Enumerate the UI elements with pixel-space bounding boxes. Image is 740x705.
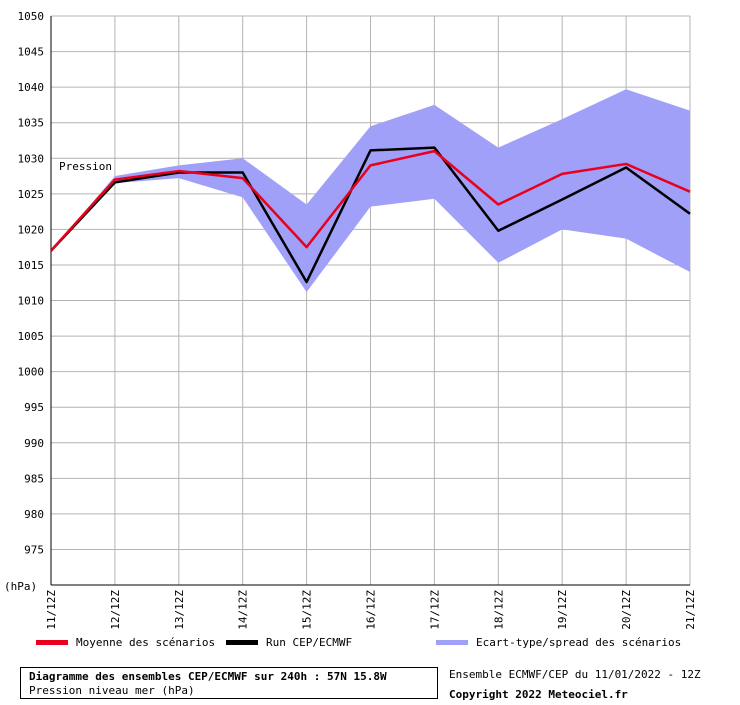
x-tick-label: 11/12Z bbox=[45, 590, 58, 630]
run-label: Ensemble ECMWF/CEP du 11/01/2022 - 12Z bbox=[449, 668, 701, 681]
y-axis-label: (hPa) bbox=[4, 580, 37, 593]
copyright: Copyright 2022 Meteociel.fr bbox=[449, 688, 628, 701]
legend-item-mean: Moyenne des scénarios bbox=[36, 636, 215, 649]
y-tick-label: 975 bbox=[24, 543, 44, 556]
y-tick-label: 1040 bbox=[18, 81, 45, 94]
x-tick-label: 14/12Z bbox=[237, 590, 250, 630]
info-box: Diagramme des ensembles CEP/ECMWF sur 24… bbox=[20, 667, 438, 699]
y-tick-labels: 975 980 985 990 995 1000 1005 1010 1015 1020 1025 1… bbox=[18, 10, 45, 556]
y-tick-label: 1045 bbox=[18, 46, 45, 59]
x-tick-label: 12/12Z bbox=[109, 590, 122, 630]
x-tick-label: 16/12Z bbox=[365, 590, 378, 630]
legend-item-spread: Ecart-type/spread des scénarios bbox=[436, 636, 681, 649]
legend-swatch-run bbox=[226, 640, 258, 645]
chart-title: Diagramme des ensembles CEP/ECMWF sur 24… bbox=[29, 670, 387, 683]
pressure-chart: 975 980 985 990 995 1000 1005 1010 1015 1020 1025 1… bbox=[4, 10, 697, 630]
y-tick-label: 1050 bbox=[18, 10, 45, 23]
y-tick-label: 1020 bbox=[18, 223, 45, 236]
pression-annotation: Pression bbox=[59, 160, 112, 173]
x-tick-labels: 11/12Z 12/12Z 13/12Z 14/12Z 15/12Z 16/12Z 17/1… bbox=[45, 590, 697, 630]
y-tick-label: 1000 bbox=[18, 366, 45, 379]
x-tick-label: 19/12Z bbox=[556, 590, 569, 630]
y-tick-label: 1010 bbox=[18, 295, 45, 308]
x-tick-label: 15/12Z bbox=[301, 590, 314, 630]
chart-lines bbox=[50, 146, 691, 284]
y-tick-label: 995 bbox=[24, 401, 44, 414]
legend-label-run: Run CEP/ECMWF bbox=[266, 636, 353, 649]
x-tick-label: 20/12Z bbox=[620, 590, 633, 630]
legend-swatch-spread bbox=[436, 640, 468, 645]
y-tick-label: 1030 bbox=[18, 152, 45, 165]
y-tick-label: 1035 bbox=[18, 117, 45, 130]
y-tick-label: 1015 bbox=[18, 259, 45, 272]
spread-band bbox=[51, 89, 690, 292]
y-tick-label: 980 bbox=[24, 508, 44, 521]
y-tick-label: 1005 bbox=[18, 330, 45, 343]
series-line-mean bbox=[50, 149, 691, 252]
x-tick-label: 21/12Z bbox=[684, 590, 697, 630]
legend-swatch-mean bbox=[36, 640, 68, 645]
y-tick-label: 1025 bbox=[18, 188, 45, 201]
y-tick-label: 985 bbox=[24, 472, 44, 485]
chart-subtitle: Pression niveau mer (hPa) bbox=[29, 684, 195, 697]
legend-label-spread: Ecart-type/spread des scénarios bbox=[476, 636, 682, 649]
chart-grid bbox=[50, 15, 691, 586]
x-tick-label: 18/12Z bbox=[492, 590, 505, 630]
y-tick-label: 990 bbox=[24, 437, 44, 450]
x-tick-label: 13/12Z bbox=[173, 590, 186, 630]
series-line-run bbox=[50, 146, 691, 284]
x-tick-label: 17/12Z bbox=[428, 590, 441, 630]
run-info: Ensemble ECMWF/CEP du 11/01/2022 - 12Z C… bbox=[449, 665, 701, 705]
legend-label-mean: Moyenne des scénarios bbox=[76, 636, 216, 649]
legend-item-run: Run CEP/ECMWF bbox=[226, 636, 352, 649]
